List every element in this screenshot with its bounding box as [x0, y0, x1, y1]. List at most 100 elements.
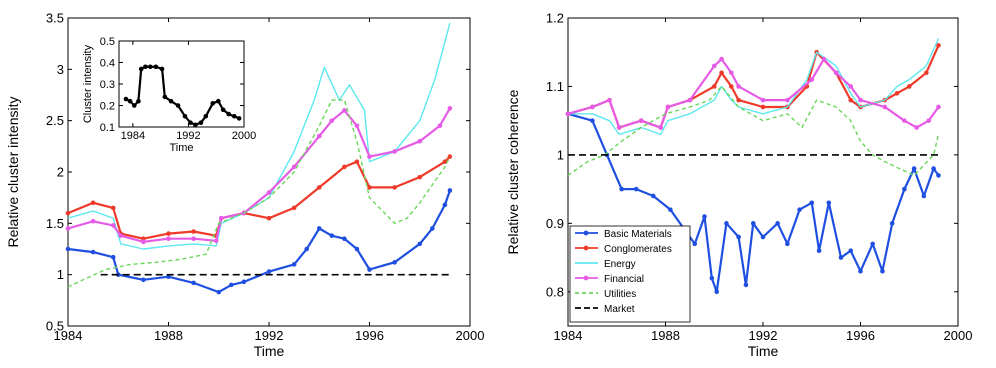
data-point [437, 123, 443, 129]
data-point [921, 193, 927, 199]
series-line-2 [568, 38, 940, 136]
y-tick-label: 3.5 [46, 11, 64, 26]
legend-box [569, 225, 691, 323]
data-point [147, 64, 153, 70]
data-point [236, 116, 242, 121]
data-point [141, 277, 146, 283]
data-point [911, 166, 917, 171]
data-point [447, 188, 453, 193]
data-point [590, 118, 595, 123]
x-axis-label: Time [169, 142, 193, 154]
data-point [127, 98, 133, 104]
data-point [760, 97, 766, 103]
x-tick-label: 2000 [944, 328, 973, 343]
data-point [65, 210, 71, 216]
data-point [692, 241, 698, 247]
x-tick-label: 1992 [255, 328, 284, 343]
data-point [226, 111, 232, 117]
series-line-4 [567, 85, 940, 177]
data-point [658, 125, 663, 130]
data-point [668, 207, 673, 212]
y-tick-label: 0.2 [100, 100, 115, 112]
data-point [760, 104, 766, 110]
chart-2: 1984 1988 1992 1996 2000 0.8 0.9 1 1.1 1.2 Time Rel… [505, 11, 972, 359]
data-point [926, 118, 932, 123]
data-point [291, 164, 297, 170]
data-point [229, 282, 234, 288]
data-point [665, 104, 671, 110]
data-point [616, 125, 622, 130]
data-point [220, 107, 226, 113]
x-tick-label: 1992 [176, 130, 200, 142]
data-point [417, 174, 423, 180]
x-tick-label: 1988 [154, 328, 183, 343]
data-point [417, 138, 423, 144]
legend-label: Market [604, 304, 635, 315]
data-point [858, 97, 863, 103]
data-point [123, 96, 129, 102]
data-point [342, 108, 347, 113]
data-point [870, 241, 875, 247]
data-point [218, 215, 224, 221]
x-tick-label: 2000 [232, 130, 256, 142]
data-point [216, 98, 221, 104]
data-point [138, 66, 144, 72]
data-point [638, 118, 644, 123]
data-point [785, 97, 790, 103]
data-point [936, 104, 941, 110]
data-point [110, 223, 116, 228]
legend-label: Energy [604, 259, 636, 270]
x-tick-label: 1984 [54, 328, 83, 343]
data-point [316, 226, 322, 231]
legend-label: Basic Materials [604, 229, 672, 240]
x-tick-label: 1996 [355, 328, 384, 343]
data-point [711, 63, 717, 69]
series-line-2 [67, 22, 451, 250]
data-point [329, 118, 335, 123]
data-point [809, 77, 815, 82]
data-point [719, 70, 724, 76]
data-point [936, 43, 941, 48]
legend-label: Utilities [604, 289, 636, 300]
data-point [231, 113, 237, 119]
series-line-4 [67, 99, 451, 288]
data-point [931, 166, 936, 171]
data-point [736, 84, 741, 89]
data-point [760, 234, 766, 240]
data-point [191, 280, 196, 286]
x-tick-label: 2000 [456, 328, 485, 343]
data-point [90, 218, 96, 224]
data-point [367, 267, 372, 272]
y-tick-label: 1.5 [46, 216, 64, 231]
y-tick-label: 1 [557, 147, 564, 162]
series-line-3 [567, 57, 940, 129]
series-line-0 [567, 112, 940, 293]
data-point [821, 56, 827, 62]
data-point [633, 186, 639, 192]
y-tick-label: 0.5 [100, 36, 115, 48]
data-point [906, 84, 912, 89]
data-point [210, 101, 216, 106]
data-point [168, 98, 174, 104]
data-point [924, 70, 929, 76]
data-point [687, 97, 693, 103]
data-point [159, 66, 165, 72]
data-point [417, 241, 423, 247]
data-point [203, 113, 209, 119]
data-point [809, 200, 815, 206]
data-point [889, 221, 895, 226]
y-tick-label: 1 [57, 267, 64, 282]
data-point [719, 56, 724, 62]
legend-label: Financial [604, 274, 644, 285]
data-point [329, 233, 335, 238]
data-point [65, 246, 71, 252]
data-point [392, 185, 397, 190]
data-point [216, 289, 222, 295]
data-point [153, 64, 159, 70]
data-point [709, 275, 715, 281]
data-point [266, 190, 272, 195]
data-point [342, 236, 347, 242]
legend-marker [583, 245, 589, 251]
data-point [714, 289, 719, 295]
data-point [894, 90, 900, 96]
